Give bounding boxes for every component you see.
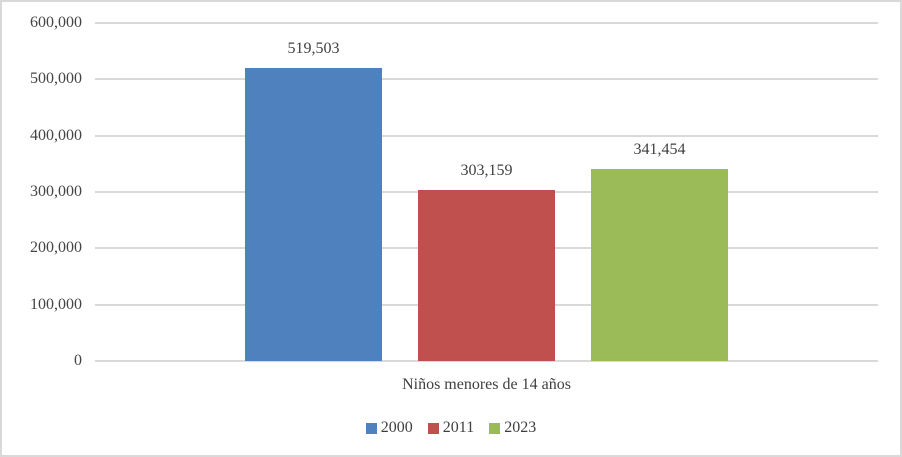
legend-swatch-2011 xyxy=(427,422,439,434)
legend-label: 2011 xyxy=(442,419,475,436)
legend-item-2023: 2023 xyxy=(489,419,536,437)
gridline xyxy=(95,78,878,81)
legend: 2000 2011 2023 xyxy=(2,418,900,438)
legend-item-2011: 2011 xyxy=(427,419,475,437)
bar-value-label: 341,454 xyxy=(633,140,686,158)
y-axis-tick-label: 200,000 xyxy=(30,239,82,257)
legend-swatch-2023 xyxy=(489,422,501,434)
legend-swatch-2000 xyxy=(365,422,377,434)
y-axis-tick-label: 500,000 xyxy=(30,70,82,88)
y-axis-tick-label: 600,000 xyxy=(30,14,82,31)
gridline xyxy=(95,134,878,137)
x-axis-category-label: Niños menores de 14 años xyxy=(402,376,571,393)
y-axis-tick-label: 0 xyxy=(74,352,82,369)
legend-label: 2023 xyxy=(504,419,537,436)
bar-2000 xyxy=(245,68,382,361)
gridline xyxy=(95,22,878,24)
legend-label: 2000 xyxy=(380,419,413,436)
bar-2023 xyxy=(591,168,728,361)
bar-2011 xyxy=(418,190,555,361)
y-axis-tick-label: 100,000 xyxy=(30,295,82,313)
y-axis-tick-label: 400,000 xyxy=(30,126,82,144)
bar-value-label: 303,159 xyxy=(460,162,513,180)
y-axis-tick-label: 300,000 xyxy=(30,183,82,200)
bar-value-label: 519,503 xyxy=(287,40,340,58)
gridline xyxy=(95,360,878,362)
legend-item-2000: 2000 xyxy=(365,419,413,437)
plot-area: 519,503 303,159 341,454 xyxy=(95,22,878,362)
